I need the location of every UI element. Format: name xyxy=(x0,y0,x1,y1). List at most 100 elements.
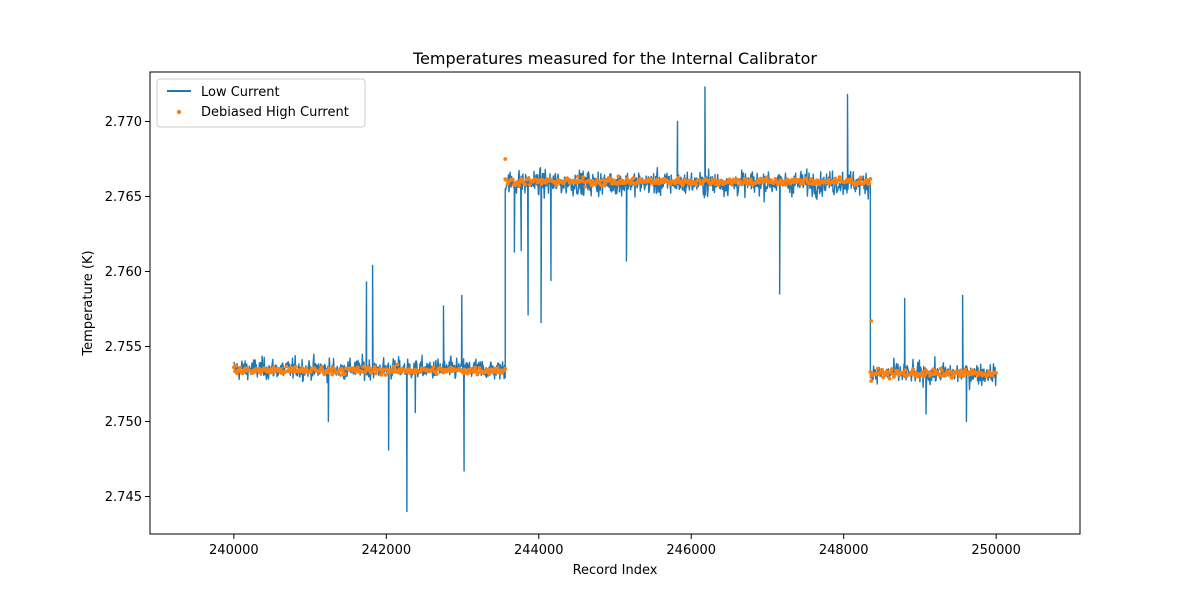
high-current-point xyxy=(833,176,838,181)
y-tick-label: 2.770 xyxy=(105,115,142,130)
high-current-point xyxy=(293,364,298,369)
high-current-point xyxy=(826,177,831,182)
y-tick-label: 2.760 xyxy=(105,265,142,280)
high-current-point xyxy=(284,364,289,369)
y-axis-label: Temperature (K) xyxy=(81,250,96,356)
high-current-point xyxy=(503,157,508,161)
high-current-point xyxy=(609,177,613,182)
legend-box xyxy=(156,78,366,128)
high-current-point xyxy=(587,178,592,183)
high-current-point xyxy=(911,367,915,371)
high-current-point xyxy=(431,365,436,370)
x-tick-label: 244000 xyxy=(514,543,564,558)
high-current-point xyxy=(395,362,400,367)
high-current-point xyxy=(994,370,999,375)
legend-label-debiased-high-current: Debiased High Current xyxy=(201,105,349,120)
plot-frame xyxy=(149,71,1081,535)
plot-area xyxy=(231,86,999,513)
high-current-point xyxy=(804,176,809,181)
high-current-point xyxy=(780,182,785,187)
high-current-point xyxy=(880,367,884,372)
high-current-point xyxy=(257,366,262,371)
high-current-point xyxy=(865,178,870,182)
high-current-point xyxy=(465,371,470,376)
high-current-point xyxy=(583,184,588,189)
high-current-point xyxy=(392,364,397,369)
chart-title: Temperatures measured for the Internal C… xyxy=(412,49,817,68)
high-current-point xyxy=(517,183,522,188)
high-current-point xyxy=(748,177,753,182)
y-tick-label: 2.750 xyxy=(105,415,142,430)
high-current-point xyxy=(340,369,345,374)
high-current-point xyxy=(503,366,508,371)
high-current-point xyxy=(791,180,796,185)
high-current-point xyxy=(523,182,528,187)
high-current-point xyxy=(618,181,623,186)
high-current-point xyxy=(889,367,894,371)
high-current-point xyxy=(879,370,883,375)
high-current-point xyxy=(238,366,243,370)
high-current-point xyxy=(477,366,482,370)
x-axis-label: Record Index xyxy=(573,563,658,578)
high-current-point xyxy=(378,367,383,371)
high-current-point xyxy=(308,370,313,374)
high-current-point xyxy=(716,183,721,188)
high-current-point xyxy=(374,371,378,376)
high-current-point xyxy=(589,183,594,188)
x-tick-label: 250000 xyxy=(971,543,1021,558)
legend: Low Current Debiased High Current xyxy=(156,78,366,128)
x-tick-label: 246000 xyxy=(666,543,716,558)
high-current-point xyxy=(363,369,368,374)
y-axis: 2.745 2.750 2.755 2.760 2.765 2.770 xyxy=(105,115,150,505)
high-current-point xyxy=(616,174,621,179)
high-current-point xyxy=(473,365,478,370)
y-tick-label: 2.765 xyxy=(105,190,142,205)
high-current-point xyxy=(271,365,276,370)
high-current-point xyxy=(631,176,636,180)
high-current-point xyxy=(937,373,942,378)
high-current-point xyxy=(681,181,686,186)
high-current-point xyxy=(959,368,963,373)
high-current-point xyxy=(869,379,874,383)
high-current-point xyxy=(951,373,956,378)
high-current-point xyxy=(235,371,239,376)
high-current-point xyxy=(922,373,927,378)
high-current-point xyxy=(903,368,908,373)
high-current-point xyxy=(338,372,343,377)
high-current-point xyxy=(407,367,411,372)
high-current-point xyxy=(575,174,580,179)
high-current-point xyxy=(867,181,872,186)
high-current-point xyxy=(920,370,925,375)
legend-label-low-current: Low Current xyxy=(201,85,280,100)
high-current-point xyxy=(807,181,812,186)
high-current-point xyxy=(653,181,658,186)
high-current-point xyxy=(676,176,681,180)
x-tick-label: 240000 xyxy=(209,543,259,558)
y-tick-label: 2.755 xyxy=(105,340,142,355)
high-current-point xyxy=(939,368,944,373)
high-current-point xyxy=(234,364,238,368)
high-current-point xyxy=(887,376,892,381)
high-current-point xyxy=(694,183,699,187)
high-current-point xyxy=(948,369,953,374)
high-current-point xyxy=(868,177,873,181)
y-tick-label: 2.745 xyxy=(105,490,142,505)
debiased-high-current-series xyxy=(231,157,999,383)
high-current-point xyxy=(598,179,603,183)
high-current-point xyxy=(868,369,873,374)
high-current-point xyxy=(510,177,515,182)
high-current-point xyxy=(367,366,372,371)
high-current-point xyxy=(492,366,497,371)
high-current-point xyxy=(380,370,385,375)
high-current-point xyxy=(615,181,620,186)
high-current-point xyxy=(434,372,439,377)
high-current-point xyxy=(849,177,854,182)
high-current-point xyxy=(857,179,862,183)
high-current-point xyxy=(332,367,337,371)
x-tick-label: 248000 xyxy=(819,543,869,558)
high-current-point xyxy=(361,364,366,369)
high-current-point xyxy=(527,183,532,187)
high-current-point xyxy=(329,369,333,374)
high-current-point xyxy=(963,367,968,372)
